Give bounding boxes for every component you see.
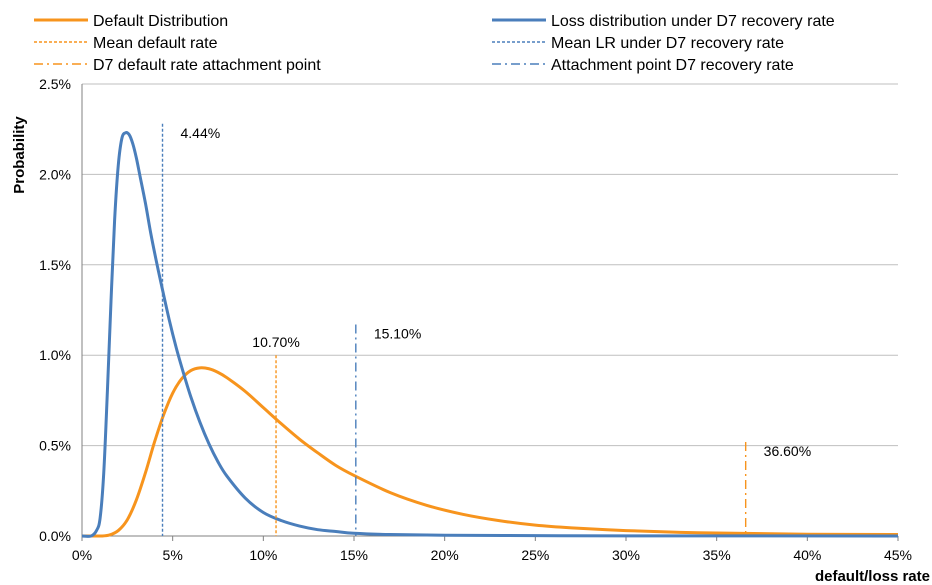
x-tick-label: 10% <box>249 547 277 563</box>
y-tick-label: 2.0% <box>39 166 71 182</box>
x-tick-label: 45% <box>884 547 912 563</box>
x-axis-title: default/loss rate <box>815 568 930 585</box>
legend-label: Mean LR under D7 recovery rate <box>551 35 784 52</box>
y-tick-label: 1.0% <box>39 347 71 363</box>
legend-label: Default Distribution <box>93 13 228 30</box>
marker-label-2: 4.44% <box>181 125 221 141</box>
x-tick-label: 0% <box>72 547 92 563</box>
marker-lines: 10.70% 4.44% 36.60% 15.10% <box>161 123 811 536</box>
x-tick-label: 15% <box>340 547 368 563</box>
series-line-2 <box>81 131 899 538</box>
legend: Default Distribution Mean default rate D7 … <box>34 13 835 74</box>
legend-label: D7 default rate attachment point <box>93 57 321 74</box>
y-tick-label: 0.5% <box>39 438 71 454</box>
x-tick-label: 5% <box>163 547 183 563</box>
marker-label-4: 15.10% <box>374 325 421 341</box>
series-lines <box>81 131 899 538</box>
legend-label: Attachment point D7 recovery rate <box>551 57 794 74</box>
x-tick-label: 20% <box>431 547 459 563</box>
x-tick-label: 40% <box>793 547 821 563</box>
gridlines <box>82 83 898 447</box>
x-tick-label: 30% <box>612 547 640 563</box>
series-line-1 <box>81 366 899 538</box>
marker-label-3: 36.60% <box>764 443 811 459</box>
legend-label: Mean default rate <box>93 35 218 52</box>
y-tick-label: 2.5% <box>39 76 71 92</box>
marker-label-1: 10.70% <box>252 334 299 350</box>
y-axis-title: Probability <box>11 116 28 194</box>
x-tick-label: 35% <box>703 547 731 563</box>
y-tick-label: 0.0% <box>39 528 71 544</box>
y-tick-label: 1.5% <box>39 257 71 273</box>
x-tick-label: 25% <box>521 547 549 563</box>
legend-label: Loss distribution under D7 recovery rate <box>551 13 835 30</box>
